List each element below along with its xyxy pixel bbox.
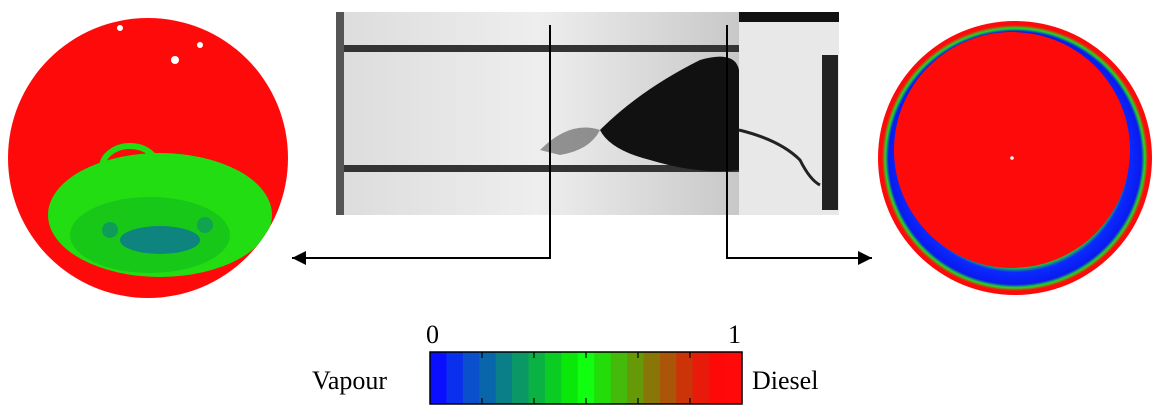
right-arrow: [726, 25, 872, 265]
left-arrow: [292, 25, 551, 265]
nozzle-flow-photograph: [336, 12, 839, 215]
colorbar-segment: [479, 352, 497, 404]
colorbar-segment: [594, 352, 612, 404]
colorbar-segment: [430, 352, 448, 404]
colorbar-segment: [544, 352, 562, 404]
right-cross-section: [878, 21, 1152, 295]
vapour-label: Vapour: [312, 366, 388, 395]
colorbar-segment: [709, 352, 727, 404]
colorbar-segment: [495, 352, 513, 404]
colorbar-segment: [462, 352, 480, 404]
colorbar-min-label: 0: [426, 320, 439, 349]
diesel-label: Diesel: [752, 366, 819, 395]
color-scale-bar: [429, 351, 743, 405]
colorbar-segment: [528, 352, 546, 404]
colorbar-segment: [643, 352, 661, 404]
colorbar-segment: [692, 352, 710, 404]
colorbar-segment: [561, 352, 579, 404]
colorbar-segment: [627, 352, 645, 404]
colorbar-segment: [725, 352, 743, 404]
colorbar-segment: [577, 352, 595, 404]
left-cross-section: [8, 18, 288, 298]
colorbar-segment: [676, 352, 694, 404]
colorbar-segment: [512, 352, 530, 404]
colorbar-max-label: 1: [728, 320, 741, 349]
colorbar-segment: [446, 352, 464, 404]
colorbar-segment: [610, 352, 628, 404]
colorbar-segment: [659, 352, 677, 404]
